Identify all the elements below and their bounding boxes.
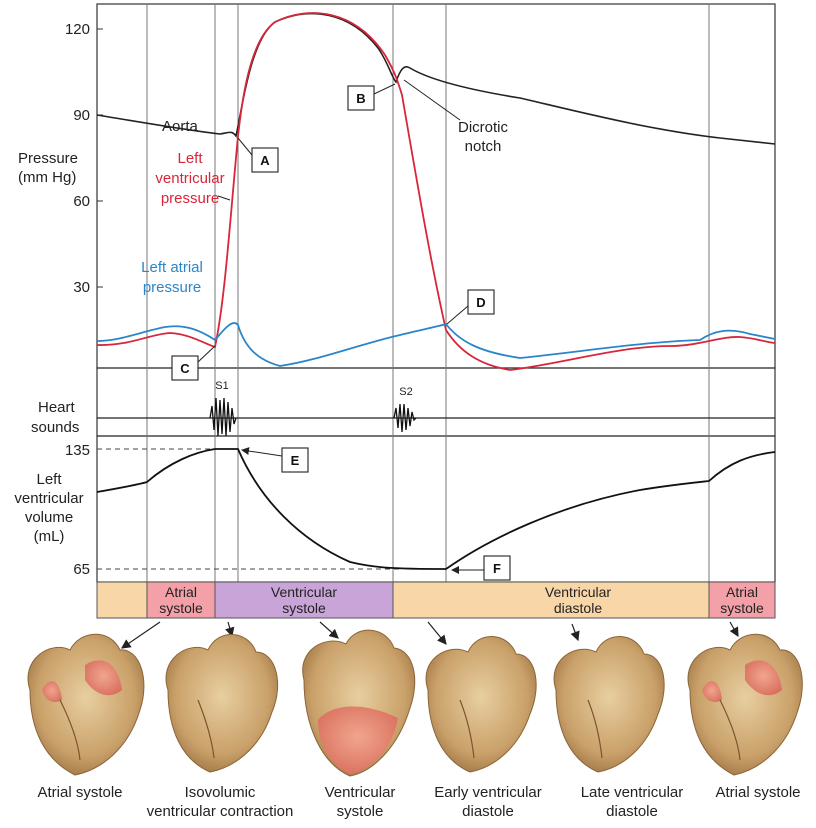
phase-vdia-l1: Ventricular: [545, 584, 611, 600]
caption-ventricular-systole-1: Ventricular: [325, 784, 396, 801]
caption-isovolumic-2: ventricular contraction: [147, 803, 294, 820]
pressure-tick-60: 60: [73, 193, 90, 210]
phase-diastole-start: [96, 581, 148, 619]
phase-vsys-l2: systole: [282, 600, 326, 616]
heart-illustration-3: [302, 629, 416, 777]
heart-sounds-label-2: sounds: [31, 419, 79, 436]
pressure-tick-90: 90: [73, 107, 90, 124]
heart-sounds-label-1: Heart: [38, 399, 76, 416]
volume-label-1: Left: [36, 471, 62, 488]
la-label-2: pressure: [143, 279, 201, 296]
s1-label: S1: [215, 380, 228, 392]
heart-illustration-4: [425, 636, 537, 773]
heart-illustration-5: [553, 636, 665, 773]
volume-label-4: (mL): [34, 528, 65, 545]
phase-ventricular-systole: [214, 581, 394, 619]
s2-label: S2: [399, 386, 412, 398]
caption-atrial-systole-1: Atrial systole: [37, 784, 122, 801]
caption-ventricular-systole-2: systole: [337, 803, 384, 820]
svg-text:C: C: [180, 361, 190, 376]
heart-pointers: [121, 621, 739, 649]
left-ventricular-pressure-curve: [96, 12, 776, 371]
caption-early-diastole-2: diastole: [462, 803, 514, 820]
dicrotic-label-2: notch: [465, 138, 502, 155]
phase-atrial1-l1: Atrial: [165, 584, 197, 600]
phase-bar: [96, 581, 776, 619]
heart-illustration-6: [687, 633, 803, 776]
svg-text:B: B: [356, 91, 365, 106]
svg-text:F: F: [493, 561, 501, 576]
svg-text:E: E: [291, 453, 300, 468]
s2-waveform: [393, 403, 417, 433]
marker-b: B: [347, 83, 396, 111]
lv-label-leader: [217, 195, 231, 201]
marker-d: D: [446, 289, 495, 325]
volume-label-2: ventricular: [14, 490, 83, 507]
phase-ventricular-diastole: [392, 581, 710, 619]
dicrotic-label-1: Dicrotic: [458, 119, 509, 136]
pressure-ticks: [97, 28, 103, 288]
lv-label-2: ventricular: [155, 170, 224, 187]
svg-text:D: D: [476, 295, 485, 310]
volume-tick-65: 65: [73, 561, 90, 578]
phase-atrial2-l1: Atrial: [726, 584, 758, 600]
marker-c: C: [171, 345, 216, 381]
phase-atrial1-l2: systole: [159, 600, 203, 616]
phase-atrial-systole-1: [146, 581, 216, 619]
sound-panel-frame: [96, 367, 776, 437]
pressure-tick-30: 30: [73, 279, 90, 296]
volume-label-3: volume: [25, 509, 73, 526]
pressure-tick-120: 120: [65, 21, 90, 38]
heart-illustration-1: [27, 633, 145, 776]
lv-label-3: pressure: [161, 190, 219, 207]
volume-panel-frame: [96, 435, 776, 583]
phase-vsys-l1: Ventricular: [271, 584, 337, 600]
phase-vdia-l2: diastole: [554, 600, 602, 616]
marker-e: E: [241, 447, 309, 473]
left-atrial-pressure-curve: [96, 322, 776, 367]
caption-atrial-systole-2: Atrial systole: [715, 784, 800, 801]
caption-early-diastole-1: Early ventricular: [434, 784, 542, 801]
aorta-pressure-curve: [96, 12, 776, 145]
s1-waveform: [209, 397, 237, 437]
dicrotic-leader: [403, 79, 461, 121]
pressure-axis-label: Pressure: [18, 150, 78, 167]
phase-atrial2-l2: systole: [720, 600, 764, 616]
lv-volume-curve: [96, 448, 776, 570]
svg-text:A: A: [260, 153, 270, 168]
volume-tick-135: 135: [65, 442, 90, 459]
caption-isovolumic-1: Isovolumic: [185, 784, 256, 801]
aorta-label: Aorta: [162, 118, 199, 135]
phase-atrial-systole-2: [708, 581, 776, 619]
lv-label-1: Left: [177, 150, 203, 167]
marker-a: A: [237, 137, 279, 173]
la-label-1: Left atrial: [141, 259, 203, 276]
heart-illustration-2: [165, 634, 279, 773]
marker-f: F: [451, 555, 511, 581]
pressure-axis-unit: (mm Hg): [18, 169, 76, 186]
phase-grid-lines: [146, 4, 710, 582]
caption-late-diastole-2: diastole: [606, 803, 658, 820]
caption-late-diastole-1: Late ventricular: [581, 784, 684, 801]
